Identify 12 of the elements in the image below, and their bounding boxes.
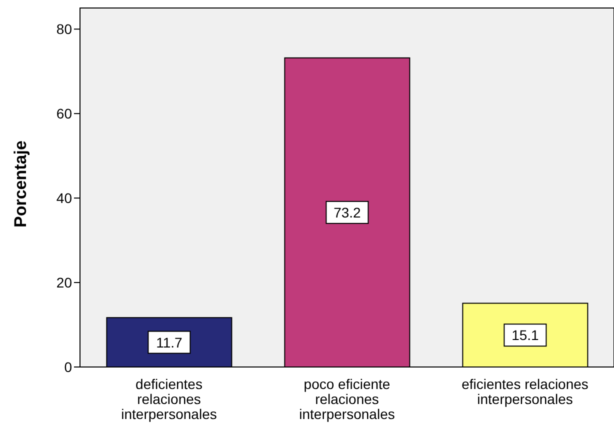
data-label: 11.7 (156, 334, 183, 350)
x-tick-label: poco eficiente relaciones interpersonales (299, 376, 395, 422)
y-tick-label: 40 (56, 190, 72, 206)
data-label: 73.2 (334, 204, 362, 220)
y-tick-label: 0 (64, 358, 72, 375)
y-axis-title: Porcentaje (11, 140, 30, 228)
y-tick-label: 80 (56, 21, 72, 38)
x-tick-label: eficientes relaciones interpersonales (462, 376, 588, 407)
y-tick-label: 60 (56, 106, 72, 122)
x-tick-label: deficientes relaciones interpersonales (121, 376, 217, 422)
data-label: 15.1 (512, 327, 540, 344)
y-tick-label: 20 (56, 274, 72, 290)
